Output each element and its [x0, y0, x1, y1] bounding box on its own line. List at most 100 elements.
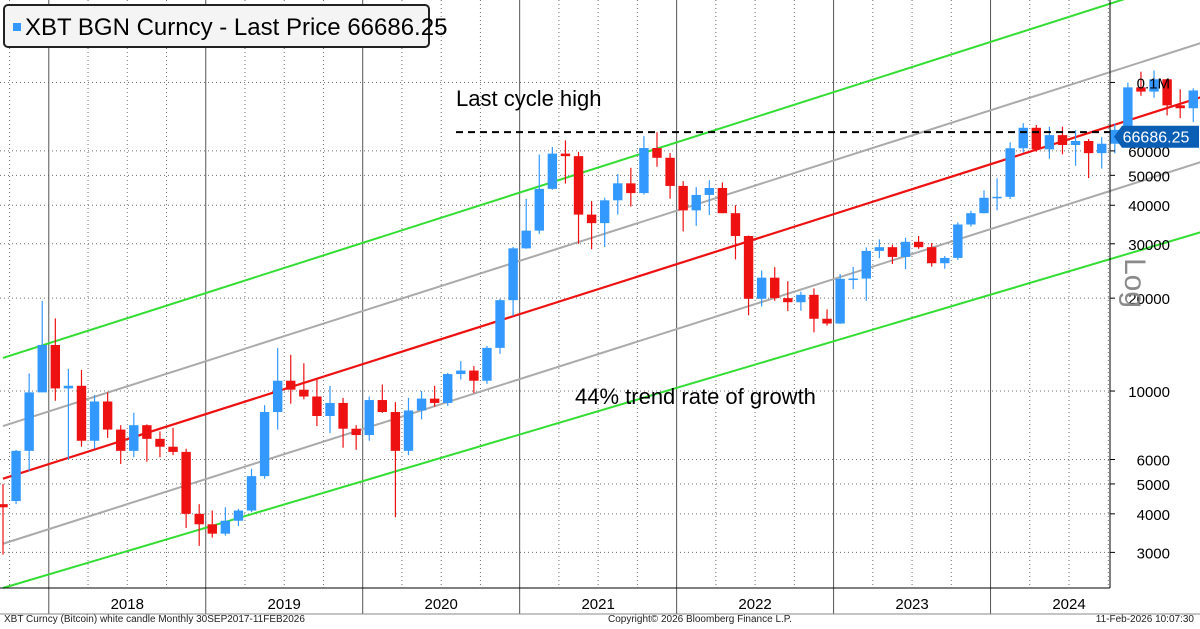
candle	[665, 152, 675, 199]
candle-body	[482, 347, 492, 381]
candle-body	[272, 380, 283, 413]
candle-body	[521, 230, 531, 249]
candle-body	[377, 400, 388, 413]
candle-body	[1031, 127, 1042, 150]
candle	[953, 222, 963, 260]
candle	[168, 427, 178, 456]
candle-body	[299, 389, 309, 397]
candle-body	[1123, 87, 1133, 130]
candle	[966, 210, 976, 227]
candle	[299, 363, 309, 400]
candle	[456, 361, 466, 380]
candle-body	[364, 400, 374, 436]
candle	[469, 366, 479, 394]
candle	[809, 288, 819, 333]
candle-body	[194, 513, 204, 525]
candle-body	[652, 148, 662, 158]
candle-body	[1097, 143, 1107, 154]
candle	[979, 190, 989, 214]
candle	[416, 391, 427, 420]
y-tick-label: 50000	[1128, 168, 1170, 185]
candle	[233, 508, 244, 527]
candle-body	[116, 429, 126, 451]
candle-body	[887, 247, 898, 257]
candle	[861, 247, 871, 301]
candle	[1005, 142, 1015, 200]
last-price-tag-shape	[1114, 125, 1199, 148]
candle	[913, 235, 924, 249]
candle-body	[822, 318, 832, 324]
candle	[756, 270, 767, 307]
candle	[940, 255, 950, 269]
legend-swatch	[13, 23, 21, 31]
y-tick-label: 60000	[1128, 144, 1170, 161]
candle-body	[469, 370, 479, 381]
candle	[691, 187, 701, 226]
footer-copyright: Copyright© 2026 Bloomberg Finance L.P.	[608, 614, 792, 625]
candle	[573, 151, 584, 244]
candle-body	[979, 197, 989, 214]
trend-line-trend	[2, 96, 1200, 480]
candle-body	[325, 402, 335, 417]
candle-body	[220, 520, 231, 534]
y-tick-label: 3000	[1137, 545, 1170, 562]
candle	[835, 273, 845, 324]
candle	[89, 395, 100, 449]
candle-body	[1018, 127, 1028, 149]
candle	[76, 369, 87, 447]
candle-body	[560, 153, 571, 157]
candle-body	[835, 278, 845, 324]
candle-body	[599, 200, 610, 224]
candle-body	[940, 257, 950, 264]
legend-text: XBT BGN Curncy - Last Price 66686.25	[25, 14, 448, 41]
candle	[443, 372, 453, 406]
candle	[390, 402, 401, 518]
candle-body	[102, 401, 113, 430]
legend-box: XBT BGN Curncy - Last Price 66686.25	[3, 4, 447, 48]
x-tick-label: 2019	[268, 596, 301, 613]
y-tick-label: 10000	[1128, 384, 1170, 401]
candle-body	[626, 183, 636, 194]
candle-body	[743, 235, 754, 299]
candle	[783, 281, 793, 312]
x-tick-label: 2020	[424, 596, 457, 613]
candle	[848, 266, 858, 290]
trend-line-upper-outer	[2, 0, 1125, 359]
candle	[312, 379, 322, 427]
candle	[717, 182, 728, 214]
candle	[874, 239, 885, 259]
candle-body	[246, 476, 257, 511]
candle-body	[730, 213, 741, 236]
candle	[508, 246, 518, 316]
x-tick-label: 2022	[738, 596, 771, 613]
candle	[1018, 123, 1028, 153]
candle-body	[456, 370, 466, 375]
candle	[547, 146, 558, 190]
candle-body	[1188, 90, 1198, 109]
candle-body	[11, 450, 21, 502]
candle-body	[403, 410, 414, 451]
x-tick-label: 2021	[581, 596, 614, 613]
candle	[181, 448, 191, 528]
candle	[194, 504, 204, 546]
candle	[50, 318, 61, 401]
candle-body	[495, 300, 505, 348]
candle	[63, 368, 74, 460]
trend-line-upper-inner	[2, 42, 1200, 428]
annotation-trend-growth: 44% trend rate of growth	[575, 384, 816, 409]
candle-body	[429, 398, 440, 403]
candle	[351, 425, 361, 450]
candle	[1070, 130, 1081, 166]
candle-body	[1005, 148, 1015, 197]
candle-body	[1083, 141, 1094, 154]
candle-body	[508, 248, 518, 301]
candle	[207, 510, 217, 538]
candle	[325, 385, 335, 434]
axes: 3000 4000 5000 6000 10000 20000 30000 40000 5000…	[0, 0, 1200, 615]
candle	[246, 468, 257, 513]
candle-body	[416, 398, 427, 411]
candle-body	[286, 380, 296, 390]
candle	[272, 347, 283, 430]
candle-body	[1057, 135, 1068, 146]
candle-body	[756, 277, 767, 299]
